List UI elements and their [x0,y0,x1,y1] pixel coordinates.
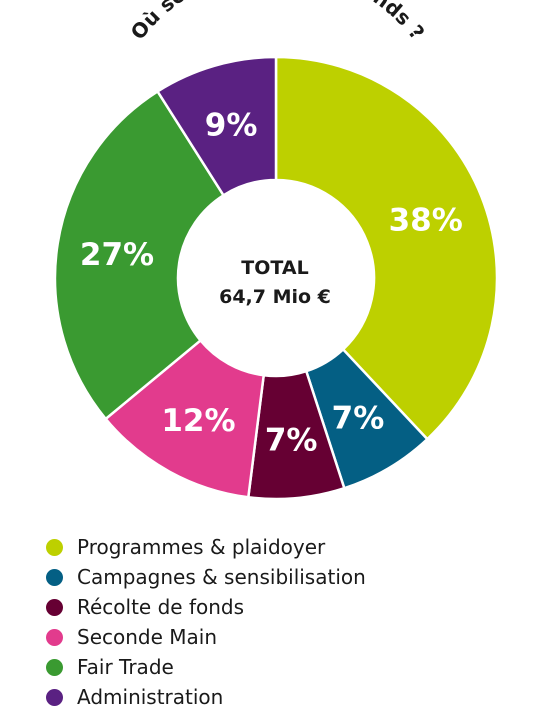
slice-value-label-4: 27% [80,237,154,273]
legend-label: Seconde Main [77,625,218,649]
slice-value-label-3: 12% [161,403,235,439]
legend-item: Administration [46,682,366,712]
slice-value-label-0: 38% [389,203,463,239]
legend-item: Programmes & plaidoyer [46,532,366,562]
legend-label: Administration [77,685,224,709]
legend-label: Fair Trade [77,655,174,679]
legend-swatch [46,688,63,706]
legend-label: Récolte de fonds [77,595,245,619]
legend-item: Fair Trade [46,652,366,682]
slice-value-label-1: 7% [332,401,385,437]
legend-swatch [46,568,63,586]
legend-swatch [46,598,63,616]
donut-slice-4 [53,89,226,421]
legend-swatch [46,538,63,556]
legend-item: Seconde Main [46,622,366,652]
legend-label: Programmes & plaidoyer [77,535,326,559]
donut-slice-5 [155,55,278,197]
chart-title: Où sont investis nos fonds ? [126,0,430,44]
legend-swatch [46,658,63,676]
slice-value-label-2: 7% [265,422,318,458]
center-total-label: TOTAL [241,257,308,279]
legend-swatch [46,628,63,646]
legend-item: Campagnes & sensibilisation [46,562,366,592]
donut-slice-3 [103,338,266,499]
center-total-value: 64,7 Mio € [219,286,331,308]
donut-chart: Où sont investis nos fonds ? 38% 7% 7% 12% 2… [53,0,499,501]
legend-item: Récolte de fonds [46,592,366,622]
donut-slice-0 [274,55,499,441]
chart-legend: Programmes & plaidoyer Campagnes & sensib… [46,532,366,712]
legend-label: Campagnes & sensibilisation [77,565,366,589]
slice-value-label-5: 9% [205,107,258,143]
